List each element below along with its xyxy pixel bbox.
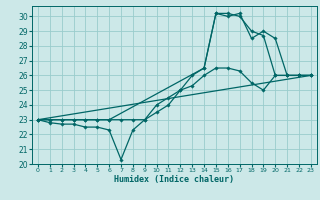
X-axis label: Humidex (Indice chaleur): Humidex (Indice chaleur) [115,175,234,184]
